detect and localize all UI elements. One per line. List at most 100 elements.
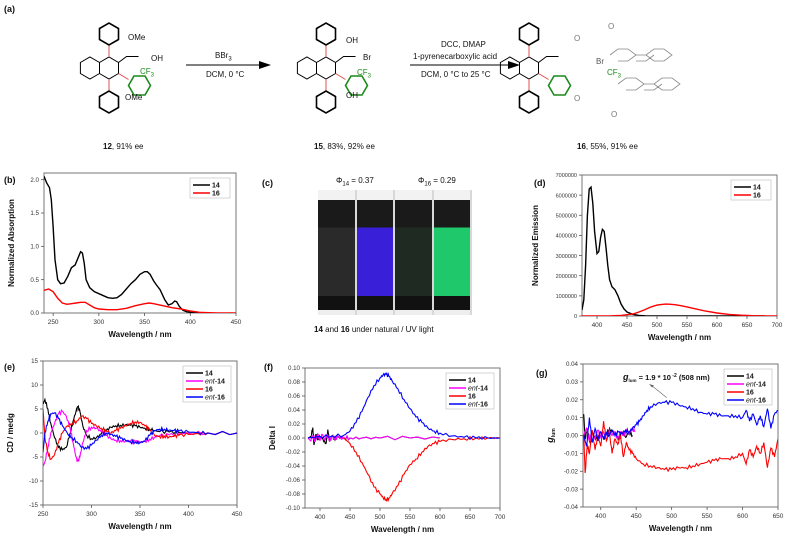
panel-label-a: (a) bbox=[4, 4, 15, 14]
y-tick-label: 1.5 bbox=[30, 210, 39, 217]
caption-15: 15, 83%, 92% ee bbox=[314, 142, 375, 151]
compound-15-structure bbox=[296, 22, 369, 114]
y-tick-label: 2000000 bbox=[556, 274, 577, 280]
chart-f: 400 450 500 550 600 650 700 -0.10 -0.08 -0.06 -0.0… bbox=[268, 365, 506, 534]
legend-label-ent-16: ent-16 bbox=[205, 395, 225, 402]
chart-b: 250 300 350 400 450 0.0 0.5 1.0 1.5 2.0 Wavelength… bbox=[7, 172, 242, 339]
x-tick-label: 450 bbox=[631, 513, 642, 520]
y-tick-label: -10 bbox=[29, 478, 39, 485]
ch2-arm bbox=[538, 56, 559, 63]
ch2-arm bbox=[118, 56, 139, 63]
reaction-scheme bbox=[79, 22, 681, 114]
biaryl-bond bbox=[538, 73, 549, 80]
y-tick-label: -5 bbox=[32, 454, 38, 461]
y-tick-label: -0.01 bbox=[564, 451, 579, 458]
x-tick-label: 700 bbox=[495, 514, 506, 521]
cuvette-16-uv bbox=[433, 190, 470, 315]
x-tick-label: 650 bbox=[773, 513, 784, 520]
y-tick-label: -0.08 bbox=[286, 491, 301, 498]
label-ome-top: OMe bbox=[128, 33, 146, 42]
y-tick-label: 0.06 bbox=[288, 393, 301, 400]
y-tick-label: -0.06 bbox=[286, 477, 301, 484]
y-tick-label: 0 bbox=[574, 314, 577, 320]
y-axis-label: Normalized Absorption bbox=[7, 199, 16, 287]
legend-label-ent-16: ent-16 bbox=[746, 398, 766, 405]
x-tick-label: 450 bbox=[345, 514, 356, 521]
legend-label-16: 16 bbox=[746, 390, 754, 397]
annotation-arrowhead bbox=[649, 384, 654, 388]
legend-label-16: 16 bbox=[753, 193, 761, 200]
chart-d: 400 450 500 550 600 650 700 0 1000000 2000000 3000… bbox=[531, 173, 783, 342]
chart-g: 400 450 500 550 600 650 -0.04 -0.03 -0.02 -0.01 0.… bbox=[545, 361, 784, 533]
label-oh: OH bbox=[151, 54, 163, 63]
compound-16-structure bbox=[499, 22, 572, 114]
compound-12-structure bbox=[79, 22, 152, 114]
y-tick-label: 6000000 bbox=[556, 193, 577, 199]
y-tick-label: 0.02 bbox=[566, 397, 579, 404]
y-tick-label: 0.04 bbox=[288, 407, 301, 414]
x-tick-label: 650 bbox=[742, 322, 753, 329]
y-tick-label: 2.0 bbox=[30, 177, 39, 184]
y-tick-label: 5000000 bbox=[556, 213, 577, 219]
cf3-aryl-ring bbox=[344, 75, 369, 96]
x-tick-label: 600 bbox=[435, 514, 446, 521]
y-tick-label: 5 bbox=[35, 406, 39, 413]
series-line-14 bbox=[582, 185, 765, 316]
x-tick-label: 450 bbox=[232, 511, 243, 518]
cf3-aryl-ring bbox=[127, 75, 152, 96]
x-tick-label: 600 bbox=[737, 513, 748, 520]
x-tick-label: 700 bbox=[772, 322, 783, 329]
legend-box bbox=[730, 179, 772, 201]
aryl-ring-top bbox=[98, 22, 120, 46]
legend-box bbox=[723, 368, 773, 406]
ch2-arm bbox=[335, 56, 356, 63]
legend-label-16: 16 bbox=[468, 394, 476, 401]
x-tick-label: 450 bbox=[622, 322, 633, 329]
glum-annotation: glum = 1.9 * 10 -2 (508 nm) bbox=[622, 372, 710, 383]
y-tick-label: 7000000 bbox=[556, 173, 577, 179]
series-line-16 bbox=[583, 421, 778, 474]
x-axis-label: Wavelength / nm bbox=[108, 330, 171, 339]
legend-box bbox=[445, 372, 495, 410]
legend-label-14: 14 bbox=[746, 374, 754, 381]
y-tick-label: 15 bbox=[31, 358, 38, 365]
label-16-cf3: CF3 bbox=[607, 68, 622, 80]
label-15-br: Br bbox=[363, 53, 371, 62]
x-tick-label: 550 bbox=[405, 514, 416, 521]
series-line-ent-16 bbox=[307, 371, 500, 441]
x-tick-label: 400 bbox=[315, 514, 326, 521]
x-tick-label: 400 bbox=[592, 322, 603, 329]
aryl-ring-top bbox=[315, 22, 337, 46]
y-tick-label: 3000000 bbox=[556, 254, 577, 260]
series-line-ent-16 bbox=[43, 412, 237, 453]
y-tick-label: 0.0 bbox=[30, 310, 39, 317]
x-tick-label: 350 bbox=[139, 319, 150, 326]
series-line-ent-14 bbox=[43, 409, 237, 467]
y-tick-label: 1000000 bbox=[556, 294, 577, 300]
series-line-16 bbox=[43, 408, 237, 461]
condition-1: DCM, 0 °C bbox=[206, 70, 245, 79]
x-tick-label: 500 bbox=[666, 513, 677, 520]
annotation-arrow bbox=[650, 384, 667, 398]
y-tick-label: -0.03 bbox=[564, 486, 579, 493]
legend-box bbox=[189, 177, 231, 199]
label-cf3: CF3 bbox=[140, 67, 155, 79]
label-15-oh-top: OH bbox=[346, 36, 358, 45]
legend-label-16: 16 bbox=[205, 387, 213, 394]
legend-label-ent-16: ent-16 bbox=[468, 402, 488, 409]
y-tick-label: -0.10 bbox=[286, 505, 301, 512]
y-axis-label: CD / medg bbox=[6, 413, 15, 453]
cuvette-14-uv bbox=[356, 190, 393, 315]
biaryl-bond bbox=[335, 73, 346, 80]
pyrene-group-top bbox=[609, 48, 673, 62]
aryl-ring-bottom bbox=[518, 90, 540, 114]
legend-label-ent-14: ent-14 bbox=[746, 382, 766, 389]
legend-label-14: 14 bbox=[205, 371, 213, 378]
x-tick-label: 650 bbox=[465, 514, 476, 521]
label-16-o2: O bbox=[608, 22, 615, 31]
chart-e: 250 300 350 400 450 -15 -10 -5 0 5 10 15 Wavelength … bbox=[6, 358, 243, 531]
y-tick-label: 0.04 bbox=[566, 361, 579, 368]
y-axis-label: Normalized Emission bbox=[531, 205, 540, 286]
y-tick-label: 0 bbox=[35, 430, 39, 437]
y-tick-label: -15 bbox=[29, 502, 39, 509]
